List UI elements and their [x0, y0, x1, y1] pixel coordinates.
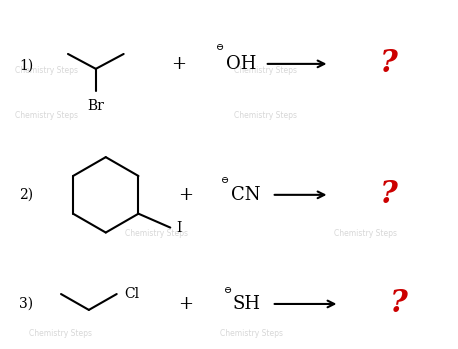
Text: Chemistry Steps: Chemistry Steps [125, 229, 188, 238]
Text: 1): 1) [19, 59, 33, 73]
Text: ?: ? [380, 179, 398, 210]
Text: Chemistry Steps: Chemistry Steps [16, 66, 78, 75]
Text: SH: SH [233, 295, 261, 313]
Text: ?: ? [390, 289, 408, 319]
Text: 3): 3) [19, 297, 33, 311]
Text: Chemistry Steps: Chemistry Steps [234, 111, 297, 120]
Text: Chemistry Steps: Chemistry Steps [334, 229, 397, 238]
Text: CN: CN [231, 186, 261, 204]
Text: Cl: Cl [125, 287, 140, 301]
Text: ⊖: ⊖ [216, 43, 224, 52]
Text: Chemistry Steps: Chemistry Steps [29, 329, 92, 338]
Text: 2): 2) [19, 188, 33, 202]
Text: Chemistry Steps: Chemistry Steps [234, 66, 297, 75]
Text: ⊖: ⊖ [224, 285, 232, 295]
Text: Chemistry Steps: Chemistry Steps [16, 111, 78, 120]
Text: I: I [176, 221, 182, 235]
Text: +: + [178, 186, 193, 204]
Text: +: + [171, 55, 186, 73]
Text: ⊖: ⊖ [221, 177, 229, 185]
Text: +: + [178, 295, 193, 313]
Text: ?: ? [380, 49, 398, 79]
Text: OH: OH [226, 55, 256, 73]
Text: Chemistry Steps: Chemistry Steps [220, 329, 283, 338]
Text: Br: Br [87, 99, 104, 113]
